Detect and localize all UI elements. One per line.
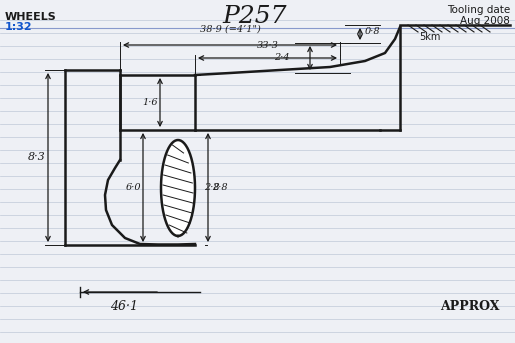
- Text: 5km: 5km: [419, 32, 441, 42]
- Text: 2·4: 2·4: [274, 54, 290, 62]
- Text: 2·8: 2·8: [204, 183, 220, 192]
- Text: 38·9 (=4’1"): 38·9 (=4’1"): [200, 25, 261, 34]
- Text: 8·3: 8·3: [28, 153, 46, 163]
- Text: 1·6: 1·6: [142, 98, 158, 107]
- Text: 0·8: 0·8: [365, 27, 381, 36]
- Text: 6·0: 6·0: [125, 183, 141, 192]
- Polygon shape: [161, 140, 195, 236]
- Text: Tooling date: Tooling date: [447, 5, 510, 15]
- Text: 2·8: 2·8: [212, 183, 228, 192]
- Text: WHEELS: WHEELS: [5, 12, 57, 22]
- Text: 33·3: 33·3: [256, 41, 279, 50]
- Text: Aug 2008: Aug 2008: [460, 16, 510, 26]
- Text: P257: P257: [223, 5, 287, 28]
- Text: 1:32: 1:32: [5, 22, 32, 32]
- Text: 46·1: 46·1: [110, 300, 138, 313]
- Text: APPROX: APPROX: [440, 300, 500, 313]
